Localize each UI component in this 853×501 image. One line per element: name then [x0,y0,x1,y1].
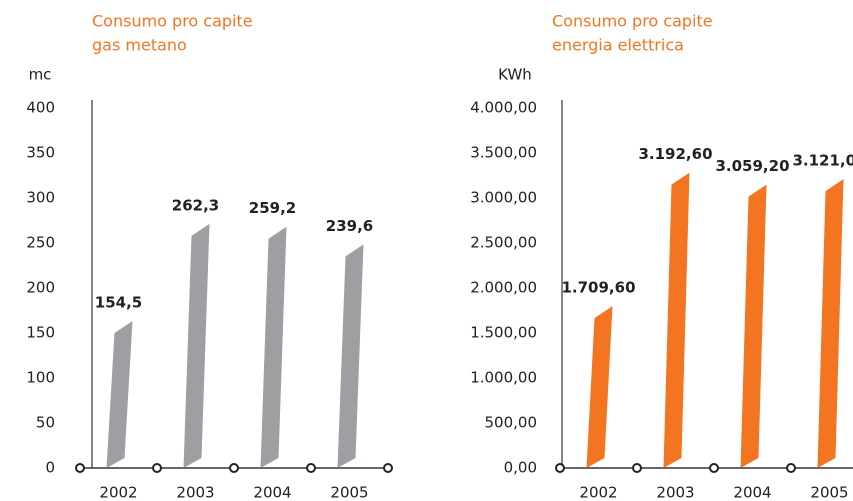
y-tick-label: 3.500,00 [470,144,537,162]
chart-title: Consumo pro capite [92,12,253,31]
data-label: 154,5 [95,293,142,311]
bar [337,244,364,468]
y-tick-label: 0 [45,459,55,477]
y-tick-label: 1.500,00 [470,324,537,342]
y-tick-label: 0,00 [504,459,537,477]
x-tick-label: 2002 [579,484,617,501]
x-tick-label: 2003 [176,484,214,501]
y-tick-label: 4.000,00 [470,99,537,117]
data-label: 1.709,60 [561,279,635,297]
axis-marker [786,463,796,473]
axis-marker [75,463,85,473]
data-label: 262,3 [172,196,219,214]
y-axis-label: KWh [498,66,532,84]
y-tick-label: 3.000,00 [470,189,537,207]
data-label: 3.192,60 [638,145,712,163]
y-tick-label: 2.000,00 [470,279,537,297]
axis-marker [709,463,719,473]
y-tick-label: 400 [26,99,55,117]
data-label: 259,2 [249,199,296,217]
data-label: 3.121,00 [792,152,853,170]
y-tick-label: 1.000,00 [470,369,537,387]
x-tick-label: 2004 [733,484,771,501]
y-tick-label: 200 [26,279,55,297]
bar [740,184,767,468]
y-tick-label: 300 [26,189,55,207]
axis-marker [632,463,642,473]
axis-marker [229,463,239,473]
y-tick-label: 2.500,00 [470,234,537,252]
bar [106,320,133,468]
chart-title: energia elettrica [552,36,684,55]
y-tick-label: 350 [26,144,55,162]
bar [260,226,287,468]
bar [183,223,210,468]
y-tick-label: 50 [36,414,55,432]
y-axis-label: mc [29,66,52,84]
bar [817,179,844,469]
chart-title: Consumo pro capite [552,12,713,31]
data-label: 3.059,20 [715,157,789,175]
axis-marker [306,463,316,473]
x-tick-label: 2004 [253,484,291,501]
y-tick-label: 500,00 [485,414,538,432]
chart-title: gas metano [92,36,187,55]
bar [586,306,613,468]
x-tick-label: 2003 [656,484,694,501]
axis-marker [555,463,565,473]
x-tick-label: 2002 [99,484,137,501]
axis-marker [383,463,393,473]
axis-marker [152,463,162,473]
x-tick-label: 2005 [330,484,368,501]
data-label: 239,6 [326,217,373,235]
y-tick-label: 100 [26,369,55,387]
y-tick-label: 250 [26,234,55,252]
y-tick-label: 150 [26,324,55,342]
x-tick-label: 2005 [810,484,848,501]
bar [663,172,690,468]
